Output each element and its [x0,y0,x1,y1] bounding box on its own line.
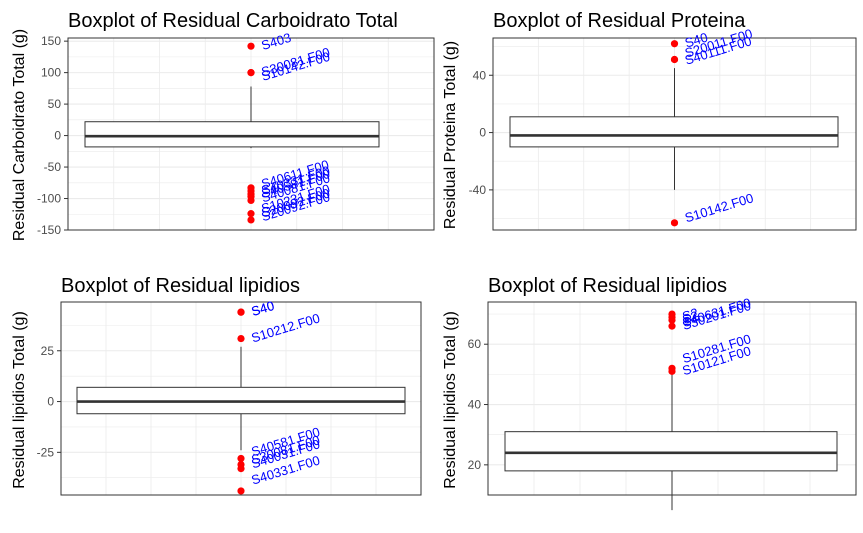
outlier-point [670,55,679,64]
y-axis-label: Residual Carboidrato Total (g) [11,29,28,241]
outlier-point [247,196,255,205]
y-tick-label: 25 [41,344,55,358]
outlier-label: S2 [680,305,700,324]
outlier-label: S40 [249,298,276,319]
panel-title: Boxplot of Residual lipidios [488,275,727,297]
y-tick-label: 0 [479,126,486,140]
panel-title: Boxplot of Residual Carboidrato Total [68,10,398,32]
y-tick-label: 150 [41,34,61,48]
outlier-point [670,40,679,48]
y-tick-label: -40 [469,183,487,197]
outlier-point [237,464,245,473]
outlier-point [247,42,255,50]
y-axis-label: Residual Proteina Total (g) [442,41,459,229]
y-axis-label: Residual lipidios Total (g) [11,311,28,489]
y-tick-label: -25 [37,445,55,459]
outlier-label: S40 [249,298,276,319]
y-tick-label: 20 [468,458,482,472]
y-tick-label: -150 [37,223,61,237]
panel-proteina: -40040S40S40111.F00S20011.F00S10142.F00B… [442,10,857,231]
y-tick-label: 0 [54,129,61,143]
panel-border [492,37,857,231]
panel-title: Boxplot of Residual lipidios [61,275,300,297]
outlier-point [237,308,245,316]
outlier-point [668,316,676,324]
y-tick-label: 0 [47,395,54,409]
y-tick-label: -100 [37,192,61,206]
y-tick-label: 40 [468,398,482,412]
panel-border [60,301,422,496]
outlier-point [247,69,255,77]
outlier-label: S2 [680,308,700,327]
box-iqr [84,121,380,148]
y-tick-label: 60 [468,337,482,351]
y-tick-label: 50 [48,97,62,111]
y-tick-label: -50 [44,160,62,174]
outlier-point [237,454,245,463]
panel-lipidios-right: 204060S40631.F00S2S2S30201.F00S10281.F00… [442,275,857,511]
outlier-label: S40 [683,29,710,50]
y-axis-label: Residual lipidios Total (g) [442,311,459,489]
y-tick-label: 40 [473,68,487,82]
outlier-point [237,487,245,495]
outlier-point [247,216,255,224]
outlier-point [247,210,255,218]
y-tick-label: 100 [41,66,61,80]
box-iqr [509,116,839,148]
panel-border [67,37,435,231]
outlier-point [668,367,676,375]
panel-lipidios-left: -25025S40S40S10212.F00S40581.F00S30081.F… [11,275,422,496]
outlier-point [670,219,679,227]
box-iqr [504,431,838,472]
outlier-point [237,334,245,343]
outlier-point [668,322,676,330]
panel-title: Boxplot of Residual Proteina [493,10,746,32]
